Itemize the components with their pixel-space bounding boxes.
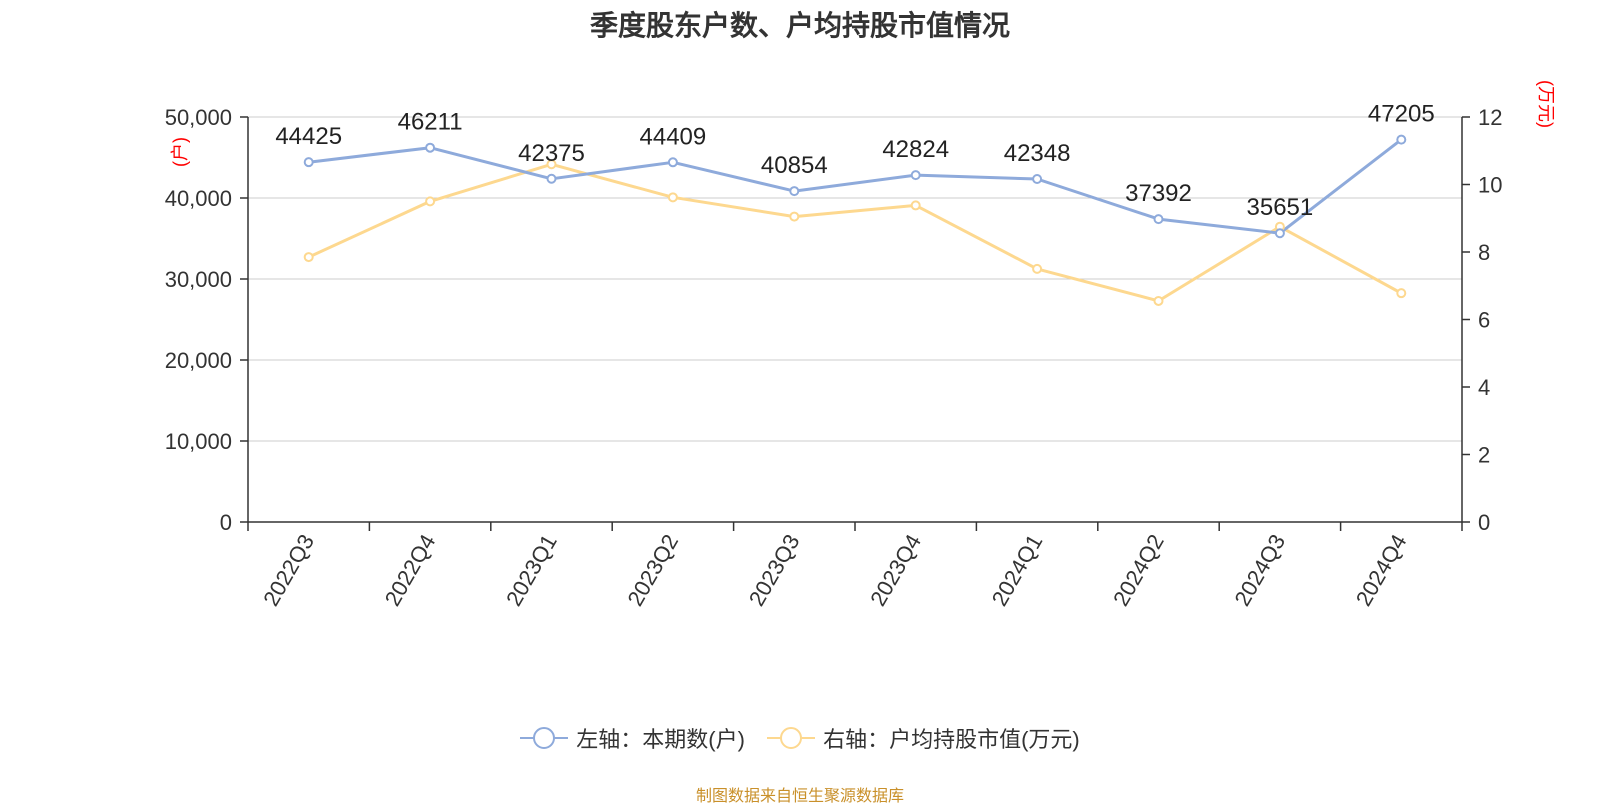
x-tick-label: 2024Q3: [1229, 530, 1290, 610]
y-right-tick-label: 2: [1478, 443, 1490, 468]
data-points: [303, 134, 1407, 306]
y-right-tick-label: 8: [1478, 240, 1490, 265]
legend-swatch-right-icon: [767, 726, 816, 750]
y-right-tick-label: 4: [1478, 375, 1490, 400]
data-point-right: [667, 192, 678, 203]
legend-label-left-series: 左轴：本期数(户): [576, 727, 745, 752]
series-line-left: [308, 138, 1403, 235]
y-right-tick-label: 0: [1478, 510, 1490, 535]
source-note: 制图数据来自恒生聚源数据库: [695, 788, 904, 805]
legend-item-left-series[interactable]: 左轴：本期数(户): [520, 722, 745, 754]
series-lines: [308, 138, 1403, 303]
data-point-right: [1153, 295, 1164, 306]
data-point-right: [1396, 288, 1407, 299]
data-label: 35651: [1247, 194, 1314, 221]
data-point-right: [546, 159, 557, 170]
legend-item-right-series[interactable]: 右轴：户均持股市值(万元): [767, 722, 1080, 754]
data-label: 37392: [1125, 180, 1192, 207]
legend-swatch-left-icon: [520, 726, 569, 750]
x-tick-label: 2022Q4: [380, 530, 441, 610]
data-point-left: [789, 186, 800, 197]
grid-lines: [248, 116, 1462, 442]
data-point-left: [910, 170, 921, 181]
data-label: 47205: [1368, 101, 1435, 128]
x-tick-label: 2024Q4: [1351, 530, 1412, 610]
y-right-unit-label: (万元): [1536, 80, 1556, 128]
y-right-tick-label: 10: [1478, 173, 1502, 198]
y-left-tick-label: 20,000: [165, 348, 232, 373]
y-left-tick-label: 30,000: [165, 267, 232, 292]
x-tick-label: 2023Q1: [501, 530, 562, 610]
x-tick-label: 2023Q2: [622, 530, 683, 610]
data-label: 40854: [761, 152, 828, 179]
y-right-tick-label: 6: [1478, 308, 1490, 333]
data-point-right: [789, 211, 800, 222]
chart-title: 季度股东户数、户均持股市值情况: [589, 10, 1010, 41]
x-tick-label: 2024Q1: [987, 530, 1048, 610]
data-label: 46211: [398, 109, 463, 136]
x-tick-label: 2024Q2: [1108, 530, 1169, 610]
y-left-tick-label: 50,000: [165, 105, 232, 130]
data-label: 42348: [1004, 140, 1071, 167]
data-point-left: [303, 157, 314, 168]
legend-label-right-series: 右轴：户均持股市值(万元): [823, 727, 1080, 752]
data-point-right: [1032, 263, 1043, 274]
data-point-left: [1274, 228, 1285, 239]
data-point-right: [425, 196, 436, 207]
x-tick-label: 2022Q3: [258, 530, 319, 610]
data-label: 44425: [275, 123, 342, 150]
data-point-left: [1032, 173, 1043, 184]
y-left-tick-label: 10,000: [165, 429, 232, 454]
data-point-right: [910, 200, 921, 211]
y-left-tick-label: 40,000: [165, 186, 232, 211]
x-tick-label: 2023Q3: [744, 530, 805, 610]
data-label: 44409: [640, 123, 707, 150]
x-tick-label: 2023Q4: [865, 530, 926, 610]
y-left-unit-label: (户): [170, 137, 190, 167]
axes: 0 10,000 20,000 30,000 40,000 50,000 0 2 4 6 8 10 12…: [165, 80, 1556, 610]
y-left-tick-label: 0: [220, 510, 232, 535]
y-right-tick-label: 12: [1478, 105, 1502, 130]
data-labels: 44425 46211 42375 44409 40854 42824 42348 37392…: [275, 101, 1434, 222]
data-point-left: [1396, 134, 1407, 145]
data-point-left: [1153, 214, 1164, 225]
legend: 左轴：本期数(户) 右轴：户均持股市值(万元): [0, 722, 1600, 756]
data-point-left: [546, 173, 557, 184]
series-line-right: [308, 162, 1403, 303]
data-point-left: [425, 142, 436, 153]
data-point-left: [667, 157, 678, 168]
data-label: 42375: [518, 140, 585, 167]
data-point-right: [303, 252, 314, 263]
data-label: 42824: [882, 136, 949, 163]
